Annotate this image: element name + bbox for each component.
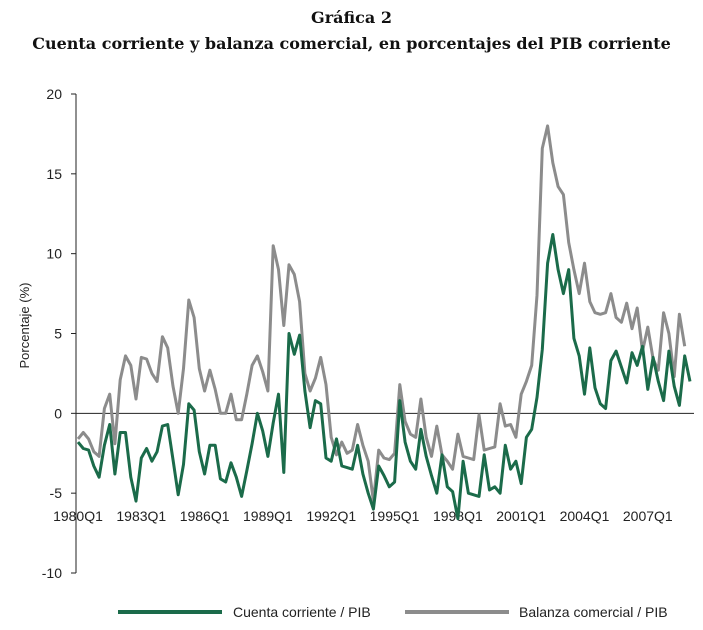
series-line-cuenta-corriente: [76, 233, 692, 521]
chart-subtitle: Cuenta corriente y balanza comercial, en…: [32, 34, 671, 53]
y-axis-label: Porcentaje (%): [17, 283, 32, 369]
x-tick-label: 1983Q1: [116, 508, 166, 524]
x-tick-label: 1992Q1: [306, 508, 356, 524]
y-tick-label: 5: [54, 326, 62, 342]
chart-series-group: [76, 124, 692, 521]
x-tick-label: 1995Q1: [370, 508, 420, 524]
chart-axes: 20 15 10 5 0 -5 -10 Porcentaje (%) 1980Q1 1983Q1 1…: [17, 86, 694, 581]
x-tick-label: 2004Q1: [560, 508, 610, 524]
x-tick-label: 1980Q1: [53, 508, 103, 524]
y-tick-label: 20: [46, 86, 62, 102]
y-tick-label: -10: [42, 565, 62, 581]
y-tick-label: 0: [54, 405, 62, 421]
series-line-balanza-comercial: [76, 124, 687, 503]
y-tick-label: -5: [50, 485, 63, 501]
chart-title: Gráfica 2: [311, 8, 392, 27]
x-tick-label: 2001Q1: [496, 508, 546, 524]
x-tick-label: 2007Q1: [623, 508, 673, 524]
x-tick-label: 1989Q1: [243, 508, 293, 524]
x-tick-label: 1986Q1: [180, 508, 230, 524]
legend-label: Cuenta corriente / PIB: [233, 604, 371, 620]
chart-legend: Cuenta corriente / PIB Balanza comercial …: [118, 604, 668, 620]
y-tick-label: 15: [46, 166, 62, 182]
y-tick-label: 10: [46, 246, 62, 262]
legend-label: Balanza comercial / PIB: [519, 604, 668, 620]
